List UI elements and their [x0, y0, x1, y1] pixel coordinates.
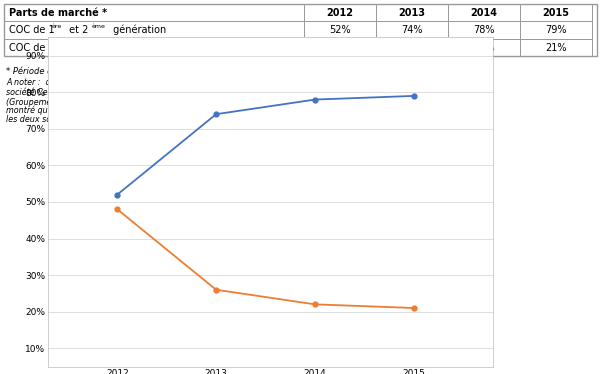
Line: COC de 1ère et 2ème génération: COC de 1ère et 2ème génération	[115, 94, 416, 197]
Bar	[520, 4, 592, 21]
COC de 1ère et 2ème génération	[114, 192, 121, 197]
COC de 1ère et 2ème génération	[213, 112, 220, 116]
COC de 3ème et 4ème génération	[410, 306, 417, 310]
Text: 2015: 2015	[543, 7, 570, 18]
Text: 26%: 26%	[401, 43, 423, 53]
Bar	[4, 21, 304, 39]
Text: COC de 3: COC de 3	[9, 43, 55, 53]
COC de 3ème et 4ème génération	[114, 207, 121, 212]
Text: COC de 1: COC de 1	[9, 25, 55, 35]
Text: et 2: et 2	[66, 25, 88, 35]
Bar	[4, 39, 304, 56]
COC de 3ème et 4ème génération	[213, 288, 220, 292]
Bar	[520, 21, 592, 39]
COC de 1ère et 2ème génération	[311, 97, 319, 102]
Bar	[520, 39, 592, 56]
Text: ème: ème	[92, 42, 106, 47]
Text: 2014: 2014	[471, 7, 498, 18]
Text: A noter :  dans les précédents états des lieux, les données de ventes exploitées: A noter : dans les précédents états des …	[6, 78, 459, 87]
Text: 79%: 79%	[545, 25, 567, 35]
Text: 2013: 2013	[398, 7, 426, 18]
Text: et 4: et 4	[66, 43, 88, 53]
Text: 21%: 21%	[545, 43, 567, 53]
Text: société Celopharm. Pour le présent état des lieux, les données de ventes exploit: société Celopharm. Pour le présent état …	[6, 87, 426, 96]
Bar	[304, 39, 376, 56]
Text: montré que les parts relatives de marché détenues par les différentes génération: montré que les parts relatives de marché…	[6, 105, 457, 115]
Text: 74%: 74%	[401, 25, 423, 35]
Text: 52%: 52%	[329, 25, 351, 35]
Text: ère: ère	[52, 24, 63, 29]
Bar	[376, 39, 448, 56]
Text: ème: ème	[92, 24, 106, 29]
Text: 22%: 22%	[473, 43, 495, 53]
Bar	[4, 4, 597, 56]
Text: génération: génération	[110, 25, 166, 36]
Text: 2012: 2012	[326, 7, 353, 18]
COC de 1ère et 2ème génération	[410, 94, 417, 98]
Text: 48%: 48%	[329, 43, 351, 53]
Bar	[4, 4, 304, 21]
Text: les deux sources.: les deux sources.	[6, 115, 75, 124]
Bar	[304, 21, 376, 39]
Text: * Période de janvier 2012 à décembre 2015: * Période de janvier 2012 à décembre 201…	[6, 66, 190, 76]
Bar	[448, 21, 520, 39]
Text: (Groupement pour l'Élaboration et la Réalisation de Statistiques). Un test effec: (Groupement pour l'Élaboration et la Réa…	[6, 96, 442, 107]
Text: Parts de marché *: Parts de marché *	[9, 7, 107, 18]
Bar	[448, 39, 520, 56]
Bar	[376, 21, 448, 39]
Line: COC de 3ème et 4ème génération: COC de 3ème et 4ème génération	[115, 207, 416, 310]
Bar	[304, 4, 376, 21]
Text: ème: ème	[52, 42, 66, 47]
COC de 3ème et 4ème génération	[311, 302, 319, 307]
Text: 78%: 78%	[473, 25, 495, 35]
Bar	[448, 4, 520, 21]
Bar	[376, 4, 448, 21]
Text: génération: génération	[110, 42, 166, 53]
